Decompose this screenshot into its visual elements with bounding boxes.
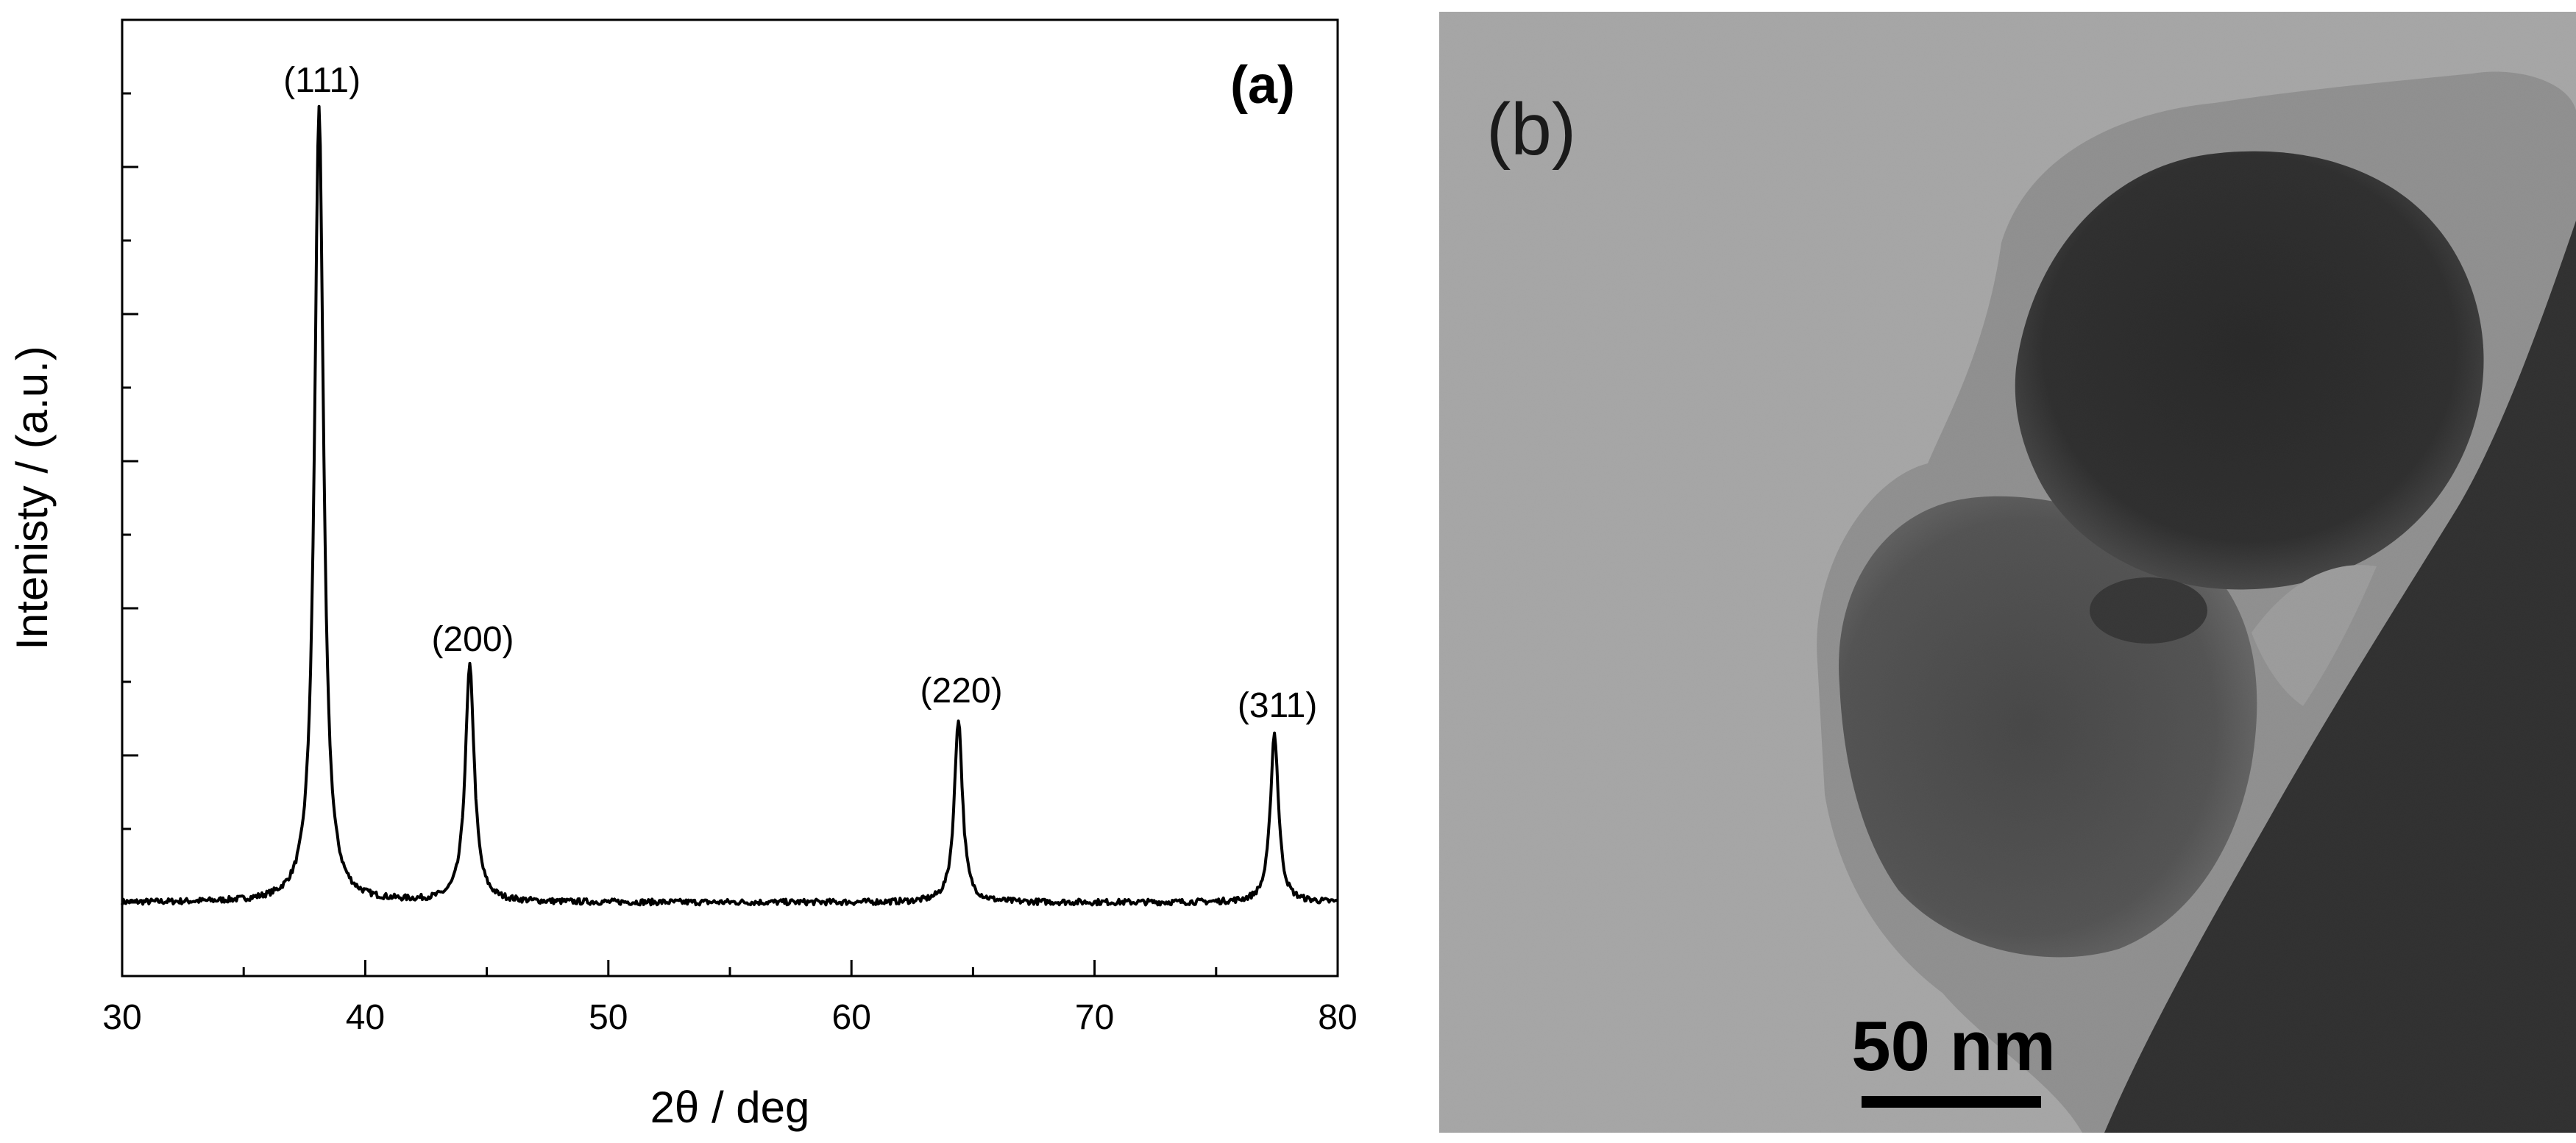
x-tick-label: 70 — [1075, 998, 1114, 1037]
scale-bar-label: 50 nm — [1851, 1007, 2055, 1086]
y-axis-ticks — [122, 18, 138, 904]
peak-label: (220) — [920, 672, 1003, 711]
panel-a-label: (a) — [1230, 56, 1295, 115]
peak-label: (311) — [1238, 686, 1318, 725]
x-tick-label: 40 — [346, 998, 385, 1037]
tem-noise-overlay — [1439, 12, 2576, 1133]
plot-frame — [121, 18, 1339, 978]
x-axis-ticks — [121, 960, 1339, 976]
peak-label: (111) — [283, 61, 361, 100]
xrd-chart-panel: 30 40 50 60 70 80 (111) (200) (220) (311) (a) 2θ… — [7, 18, 1358, 1132]
xrd-series-line — [121, 104, 1338, 907]
x-tick-label: 30 — [102, 998, 141, 1037]
y-axis-label: Intenisty / (a.u.) — [7, 346, 57, 650]
peak-label: (200) — [431, 620, 514, 659]
x-axis-label: 2θ / deg — [650, 1083, 810, 1132]
x-axis-tick-labels: 30 40 50 60 70 80 — [102, 998, 1357, 1037]
panel-b-label: (b) — [1486, 88, 1576, 171]
x-tick-label: 80 — [1318, 998, 1357, 1037]
x-tick-label: 50 — [589, 998, 628, 1037]
x-tick-label: 60 — [832, 998, 871, 1037]
scale-bar — [1862, 1096, 2041, 1108]
tem-image-panel: (b) 50 nm — [1439, 12, 2576, 1133]
peak-labels: (111) (200) (220) (311) — [283, 61, 1317, 725]
